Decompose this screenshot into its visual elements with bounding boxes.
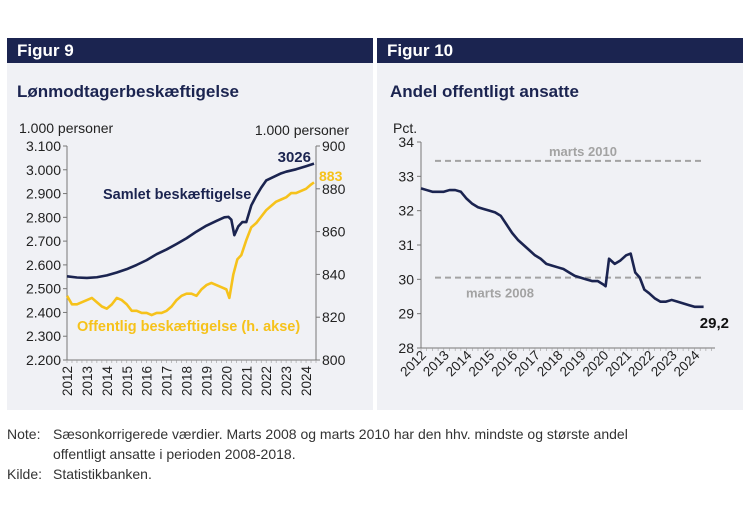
- right-tick-label: 840: [322, 266, 346, 282]
- left-tick-label: 2.500: [26, 281, 61, 297]
- right-tick-label: 800: [322, 352, 346, 368]
- note-line-1: Sæsonkorrigerede værdier. Marts 2008 og …: [53, 426, 628, 442]
- x-tick-label: 2014: [100, 366, 115, 397]
- right-tick-label: 880: [322, 181, 346, 197]
- left-tick-label: 2.800: [26, 209, 61, 225]
- figure-10-panel: Figur 10 Andel offentligt ansatte 34 33 32…: [377, 38, 743, 410]
- y-axis-unit: Pct.: [393, 120, 417, 136]
- right-tick-label: 860: [322, 224, 346, 240]
- x-tick-label: 2017: [160, 366, 175, 396]
- x-tick-label: 2019: [199, 366, 214, 396]
- left-tick-label: 2.700: [26, 233, 61, 249]
- x-tick-label: 2013: [80, 366, 95, 396]
- left-tick-label: 2.900: [26, 186, 61, 202]
- series-offentlig-label: Offentlig beskæftigelse (h. akse): [77, 319, 300, 335]
- y-tick-label: 29: [398, 306, 414, 322]
- x-tick-label: 2012: [60, 366, 75, 396]
- note-block: Note: Sæsonkorrigerede værdier. Marts 200…: [7, 424, 628, 464]
- series-samlet-end-label: 3026: [278, 149, 311, 166]
- figure-10-chart: 34333231302928Pct.2012201320142015201620…: [393, 120, 729, 379]
- reference-label-marts-2010: marts 2010: [549, 144, 617, 159]
- x-tick-label: 2016: [140, 366, 155, 396]
- figure-9-title: Lønmodtagerbeskæftigelse: [17, 82, 239, 101]
- y-tick-label: 28: [398, 340, 414, 356]
- y-tick-label: 32: [398, 203, 414, 219]
- series-andel-line: [420, 187, 704, 309]
- source-text: Statistikbanken.: [53, 466, 152, 482]
- left-tick-label: 2.300: [26, 328, 61, 344]
- figure-9-chart: 3.100 3.000 2.900 2.800 2.700 2.600 2.500 2.400…: [19, 120, 350, 397]
- series-offentlig-end-label: 883: [319, 168, 343, 184]
- source-block: Kilde: Statistikbanken.: [7, 464, 152, 484]
- y-tick-label: 30: [398, 271, 414, 287]
- figure-10-header: Figur 10: [377, 38, 743, 63]
- right-tick-label: 900: [322, 138, 346, 154]
- series-andel-end-label: 29,2: [700, 315, 729, 332]
- source-label: Kilde:: [7, 466, 43, 482]
- left-tick-label: 2.400: [26, 304, 61, 320]
- right-tick-label: 820: [322, 309, 346, 325]
- reference-label-marts-2008: marts 2008: [466, 286, 534, 301]
- series-samlet-line: [66, 162, 315, 280]
- x-tick-label: 2022: [259, 366, 274, 396]
- x-tick-label: 2024: [671, 347, 703, 379]
- left-tick-label: 3.100: [26, 138, 61, 154]
- y-tick-label: 31: [398, 237, 414, 253]
- left-axis-unit: 1.000 personer: [19, 120, 114, 136]
- x-tick-label: 2020: [219, 366, 234, 396]
- x-tick-label: 2024: [299, 366, 314, 397]
- x-tick-label: 2015: [120, 366, 135, 396]
- y-tick-label: 34: [398, 134, 414, 150]
- series-offentlig-line: [65, 181, 315, 317]
- x-tick-label: 2023: [279, 366, 294, 396]
- x-tick-label: 2021: [239, 366, 254, 396]
- figure-9-panel: Figur 9 Lønmodtagerbeskæftigelse 3.100 3.…: [7, 38, 373, 410]
- note-label: Note:: [7, 426, 41, 442]
- right-axis-unit: 1.000 personer: [255, 122, 350, 138]
- left-tick-label: 2.600: [26, 257, 61, 273]
- y-tick-label: 33: [398, 168, 414, 184]
- note-line-2: offentligt ansatte i perioden 2008-2018.: [53, 446, 296, 462]
- left-tick-label: 2.200: [26, 352, 61, 368]
- figure-9-header: Figur 9: [7, 38, 373, 63]
- x-tick-label: 2018: [180, 366, 195, 396]
- figure-10-title: Andel offentligt ansatte: [390, 82, 579, 101]
- left-tick-label: 3.000: [26, 162, 61, 178]
- series-samlet-label: Samlet beskæftigelse: [103, 187, 251, 203]
